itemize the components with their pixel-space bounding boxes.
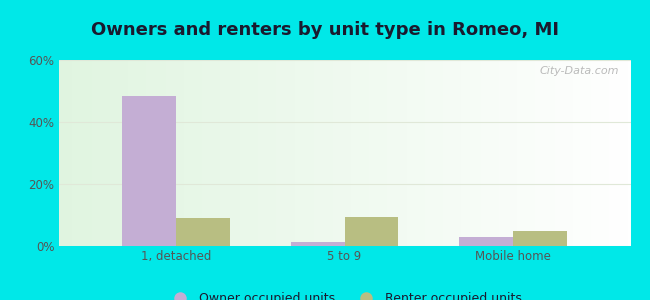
Bar: [344, 218, 398, 246]
Legend: Owner occupied units, Renter occupied units: Owner occupied units, Renter occupied un…: [162, 287, 526, 300]
Bar: [122, 96, 176, 246]
Bar: [291, 242, 344, 246]
Bar: [459, 237, 513, 246]
Bar: [176, 218, 230, 246]
Bar: [513, 230, 567, 246]
Text: City-Data.com: City-Data.com: [540, 66, 619, 76]
Text: Owners and renters by unit type in Romeo, MI: Owners and renters by unit type in Romeo…: [91, 21, 559, 39]
